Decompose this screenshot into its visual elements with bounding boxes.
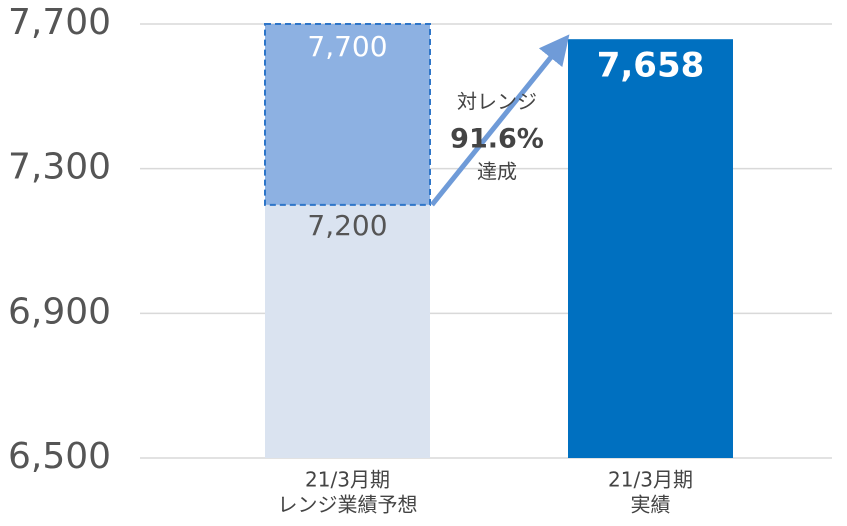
x-tick-label: 実績	[631, 493, 671, 517]
annotation: 91.6%	[450, 124, 544, 155]
value-label: 7,200	[307, 209, 387, 242]
y-tick-label: 6,500	[8, 436, 111, 477]
x-tick-label: 21/3月期	[305, 468, 390, 492]
range-label: 7,700	[307, 30, 387, 63]
range-box	[264, 23, 431, 206]
bar	[265, 204, 430, 458]
y-tick-label: 6,900	[8, 291, 111, 332]
value-label: 7,658	[597, 46, 705, 86]
annotation: 対レンジ	[457, 90, 537, 114]
x-tick-label: レンジ業績予想	[278, 493, 418, 517]
arrow	[430, 34, 570, 207]
y-tick-label: 7,300	[8, 147, 111, 188]
x-tick-label: 21/3月期	[608, 468, 693, 492]
y-tick-label: 7,700	[8, 2, 111, 43]
annotation: 達成	[477, 160, 517, 184]
bar	[568, 39, 733, 458]
